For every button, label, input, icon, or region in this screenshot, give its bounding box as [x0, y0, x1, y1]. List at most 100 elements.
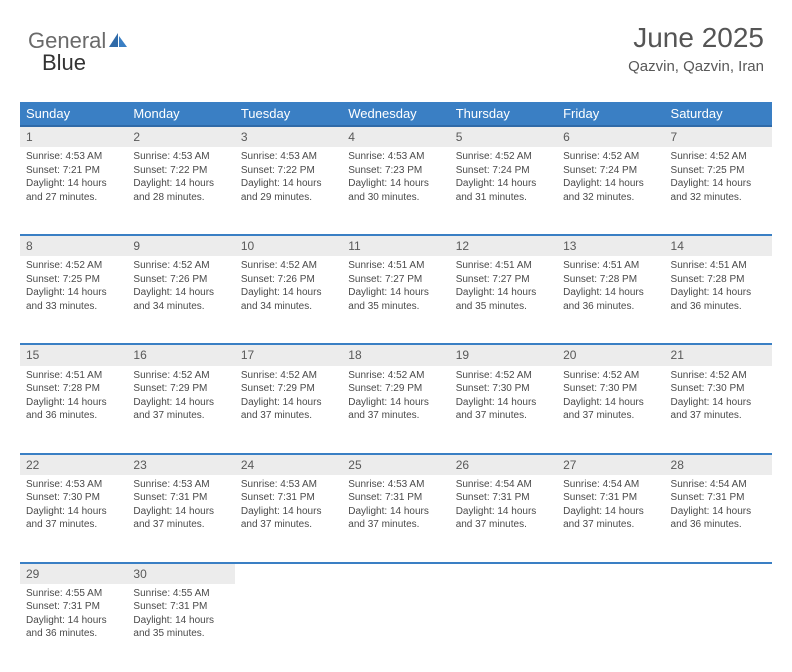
sunrise-line: Sunrise: 4:52 AM [348, 369, 443, 383]
day-content: Sunrise: 4:51 AMSunset: 7:28 PMDaylight:… [665, 256, 772, 319]
sunset-line: Sunset: 7:28 PM [563, 273, 658, 287]
calendar-header-row: Sunday Monday Tuesday Wednesday Thursday… [20, 102, 772, 126]
day-content: Sunrise: 4:53 AMSunset: 7:22 PMDaylight:… [127, 147, 234, 210]
day-number-cell: 19 [450, 344, 557, 365]
sunrise-line: Sunrise: 4:52 AM [456, 369, 551, 383]
day-content: Sunrise: 4:53 AMSunset: 7:31 PMDaylight:… [127, 475, 234, 538]
day-number-cell: 6 [557, 126, 664, 147]
sunrise-line: Sunrise: 4:53 AM [133, 150, 228, 164]
day-content: Sunrise: 4:52 AMSunset: 7:26 PMDaylight:… [127, 256, 234, 319]
sunset-line: Sunset: 7:26 PM [241, 273, 336, 287]
sunset-line: Sunset: 7:30 PM [456, 382, 551, 396]
daylight-line: Daylight: 14 hours and 37 minutes. [563, 505, 658, 532]
day-body-cell: Sunrise: 4:52 AMSunset: 7:25 PMDaylight:… [665, 147, 772, 235]
day-body-cell: Sunrise: 4:52 AMSunset: 7:30 PMDaylight:… [450, 366, 557, 454]
day-number-cell: 10 [235, 235, 342, 256]
page-subtitle: Qazvin, Qazvin, Iran [628, 58, 764, 75]
sunset-line: Sunset: 7:31 PM [133, 491, 228, 505]
day-body-cell: Sunrise: 4:52 AMSunset: 7:29 PMDaylight:… [342, 366, 449, 454]
day-body-cell: Sunrise: 4:53 AMSunset: 7:22 PMDaylight:… [235, 147, 342, 235]
daylight-line: Daylight: 14 hours and 32 minutes. [671, 177, 766, 204]
day-number-cell [235, 563, 342, 584]
daylight-line: Daylight: 14 hours and 37 minutes. [671, 396, 766, 423]
col-friday: Friday [557, 102, 664, 126]
daylight-line: Daylight: 14 hours and 34 minutes. [133, 286, 228, 313]
daylight-line: Daylight: 14 hours and 37 minutes. [348, 505, 443, 532]
day-body-cell: Sunrise: 4:52 AMSunset: 7:24 PMDaylight:… [450, 147, 557, 235]
daylight-line: Daylight: 14 hours and 34 minutes. [241, 286, 336, 313]
day-number-cell: 28 [665, 454, 772, 475]
sunset-line: Sunset: 7:31 PM [456, 491, 551, 505]
sunrise-line: Sunrise: 4:53 AM [133, 478, 228, 492]
day-content: Sunrise: 4:52 AMSunset: 7:29 PMDaylight:… [127, 366, 234, 429]
day-number-cell: 30 [127, 563, 234, 584]
sunset-line: Sunset: 7:27 PM [348, 273, 443, 287]
week-numbers-row: 1234567 [20, 126, 772, 147]
day-number-cell: 15 [20, 344, 127, 365]
day-number-cell: 5 [450, 126, 557, 147]
sunrise-line: Sunrise: 4:52 AM [241, 259, 336, 273]
daylight-line: Daylight: 14 hours and 35 minutes. [133, 614, 228, 641]
day-number-cell [450, 563, 557, 584]
daylight-line: Daylight: 14 hours and 36 minutes. [671, 505, 766, 532]
week-body-row: Sunrise: 4:52 AM Sunset: 7:25 PM Daylight:… [20, 256, 772, 344]
sunset-line: Sunset: 7:25 PM [26, 273, 121, 287]
day-body-cell: Sunrise: 4:52 AMSunset: 7:26 PMDaylight:… [127, 256, 234, 344]
day-content: Sunrise: 4:51 AMSunset: 7:28 PMDaylight:… [20, 366, 127, 429]
day-number-cell: 23 [127, 454, 234, 475]
daylight-line: Daylight: 14 hours and 30 minutes. [348, 177, 443, 204]
sunrise-line: Sunrise: 4:52 AM [133, 259, 228, 273]
day-content: Sunrise: 4:53 AMSunset: 7:30 PMDaylight:… [20, 475, 127, 538]
day-number-cell: 11 [342, 235, 449, 256]
sunrise-line: Sunrise: 4:51 AM [348, 259, 443, 273]
sunset-line: Sunset: 7:24 PM [456, 164, 551, 178]
day-body-cell: Sunrise: 4:53 AMSunset: 7:21 PMDaylight:… [20, 147, 127, 235]
day-number-cell: 20 [557, 344, 664, 365]
day-content: Sunrise: 4:53 AMSunset: 7:23 PMDaylight:… [342, 147, 449, 210]
sunrise-line: Sunrise: 4:53 AM [26, 150, 121, 164]
calendar-table: Sunday Monday Tuesday Wednesday Thursday… [20, 102, 772, 672]
sunset-line: Sunset: 7:29 PM [241, 382, 336, 396]
daylight-line: Daylight: 14 hours and 37 minutes. [241, 396, 336, 423]
day-body-cell [450, 584, 557, 672]
day-number-cell: 17 [235, 344, 342, 365]
week-numbers-row: 15161718192021 [20, 344, 772, 365]
day-body-cell: Sunrise: 4:52 AMSunset: 7:30 PMDaylight:… [665, 366, 772, 454]
day-body-cell [665, 584, 772, 672]
day-number-cell [342, 563, 449, 584]
day-number-cell: 24 [235, 454, 342, 475]
sunrise-line: Sunrise: 4:52 AM [563, 369, 658, 383]
sunrise-line: Sunrise: 4:52 AM [563, 150, 658, 164]
day-content: Sunrise: 4:54 AMSunset: 7:31 PMDaylight:… [557, 475, 664, 538]
day-body-cell: Sunrise: 4:52 AMSunset: 7:29 PMDaylight:… [127, 366, 234, 454]
day-content: Sunrise: 4:52 AMSunset: 7:30 PMDaylight:… [665, 366, 772, 429]
day-number-cell: 26 [450, 454, 557, 475]
sunset-line: Sunset: 7:26 PM [133, 273, 228, 287]
daylight-line: Daylight: 14 hours and 37 minutes. [241, 505, 336, 532]
day-body-cell: Sunrise: 4:54 AMSunset: 7:31 PMDaylight:… [665, 475, 772, 563]
sunrise-line: Sunrise: 4:52 AM [133, 369, 228, 383]
sunrise-line: Sunrise: 4:53 AM [241, 150, 336, 164]
day-body-cell: Sunrise: 4:53 AMSunset: 7:23 PMDaylight:… [342, 147, 449, 235]
day-number-cell [557, 563, 664, 584]
day-content: Sunrise: 4:52 AMSunset: 7:24 PMDaylight:… [450, 147, 557, 210]
daylight-line: Daylight: 14 hours and 35 minutes. [456, 286, 551, 313]
daylight-line: Daylight: 14 hours and 36 minutes. [26, 614, 121, 641]
sunrise-line: Sunrise: 4:53 AM [348, 150, 443, 164]
week-numbers-row: 891011121314 [20, 235, 772, 256]
day-body-cell: Sunrise: 4:51 AMSunset: 7:28 PMDaylight:… [20, 366, 127, 454]
day-content: Sunrise: 4:51 AMSunset: 7:27 PMDaylight:… [450, 256, 557, 319]
day-content: Sunrise: 4:52 AMSunset: 7:26 PMDaylight:… [235, 256, 342, 319]
day-body-cell: Sunrise: 4:51 AMSunset: 7:28 PMDaylight:… [665, 256, 772, 344]
day-body-cell: Sunrise: 4:53 AMSunset: 7:31 PMDaylight:… [235, 475, 342, 563]
header-right: June 2025 Qazvin, Qazvin, Iran [628, 22, 764, 75]
sunset-line: Sunset: 7:30 PM [563, 382, 658, 396]
daylight-line: Daylight: 14 hours and 27 minutes. [26, 177, 121, 204]
sunset-line: Sunset: 7:24 PM [563, 164, 658, 178]
logo-line2: Blue [42, 50, 86, 76]
col-sunday: Sunday [20, 102, 127, 126]
col-monday: Monday [127, 102, 234, 126]
daylight-line: Daylight: 14 hours and 36 minutes. [671, 286, 766, 313]
sunrise-line: Sunrise: 4:54 AM [563, 478, 658, 492]
day-number-cell: 27 [557, 454, 664, 475]
